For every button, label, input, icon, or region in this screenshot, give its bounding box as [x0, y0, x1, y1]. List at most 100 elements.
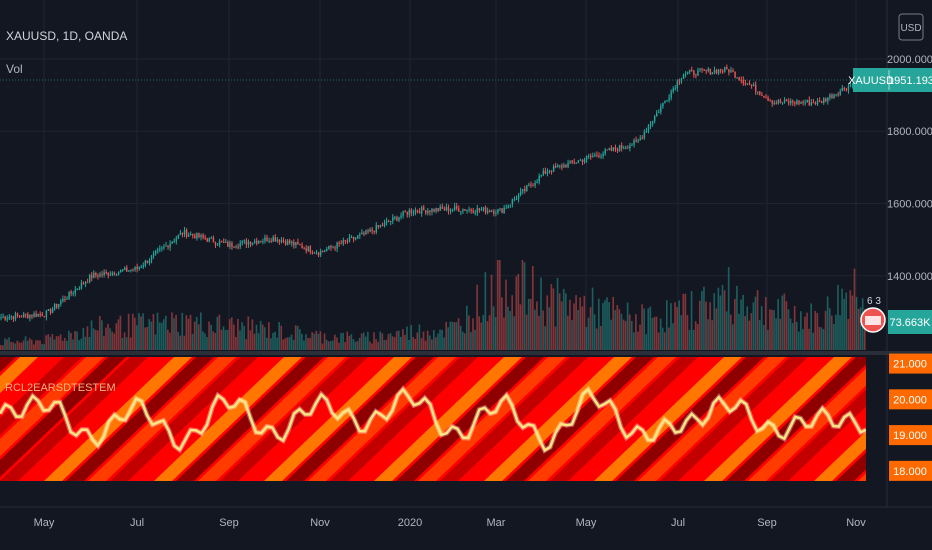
- volume-bar: [348, 335, 351, 350]
- heatmap-stripe: [594, 357, 742, 481]
- symbol-title[interactable]: XAUUSD, 1D, OANDA: [6, 29, 127, 43]
- candle-body: [132, 269, 134, 271]
- volume-bar: [197, 324, 200, 350]
- candle-body: [84, 282, 87, 284]
- volume-bar: [39, 340, 41, 350]
- candle-body: [464, 209, 466, 211]
- volume-bar: [523, 262, 526, 350]
- volume-bar: [65, 340, 68, 350]
- candle-body: [429, 210, 431, 212]
- volume-bar: [810, 303, 812, 350]
- candle-body: [691, 69, 693, 71]
- volume-bar: [841, 288, 843, 350]
- candle-body: [317, 252, 320, 256]
- candle-body: [72, 293, 74, 295]
- candle-body: [109, 274, 112, 276]
- candle-body: [8, 317, 11, 319]
- candle-body: [732, 70, 734, 72]
- candle-body: [746, 83, 749, 85]
- indicator-legend[interactable]: RCL2EARSDTESTEM: [5, 382, 116, 394]
- pane-divider[interactable]: [0, 351, 932, 355]
- volume-bar: [113, 333, 116, 350]
- volume-bar: [251, 319, 254, 350]
- candle-body: [113, 272, 116, 275]
- volume-bar: [354, 341, 357, 350]
- candle-body: [645, 131, 648, 133]
- volume-bar: [797, 331, 800, 350]
- candle-body: [431, 208, 433, 212]
- volume-bar: [445, 321, 448, 350]
- volume-bar: [208, 321, 210, 350]
- candle-body: [587, 156, 590, 158]
- volume-series: [0, 260, 866, 350]
- volume-bar: [389, 332, 392, 350]
- candle-body: [707, 68, 709, 72]
- candle-body: [441, 206, 444, 209]
- volume-bar: [10, 341, 12, 350]
- heatmap-stripe: [528, 357, 676, 481]
- volume-bar: [736, 285, 738, 350]
- candle-body: [111, 272, 114, 275]
- price-scale[interactable]: 2000.000 1800.000 1600.000 1400.000: [887, 54, 932, 283]
- candle-body: [31, 315, 33, 317]
- volume-bar: [795, 321, 798, 350]
- volume-bar: [239, 330, 241, 350]
- volume-bar: [824, 310, 827, 350]
- candle-body: [730, 70, 732, 73]
- volume-bar: [383, 340, 386, 350]
- volume-legend[interactable]: Vol: [6, 62, 23, 76]
- candle-body: [284, 241, 287, 245]
- volume-bar: [742, 294, 744, 350]
- volume-bar: [8, 337, 10, 350]
- candle-body: [173, 241, 175, 243]
- volume-bar: [740, 299, 742, 350]
- volume-bar: [835, 314, 837, 350]
- volume-bar: [70, 332, 72, 350]
- volume-bar: [422, 331, 425, 350]
- volume-bar: [600, 325, 602, 350]
- volume-bar: [344, 342, 346, 350]
- candle-body: [641, 137, 644, 139]
- candle-body: [478, 208, 481, 211]
- volume-bar: [463, 333, 466, 350]
- volume-bar: [315, 330, 318, 350]
- time-axis[interactable]: May Jul Sep Nov 2020 Mar May Jul Sep Nov: [34, 517, 867, 529]
- volume-bar: [278, 322, 281, 350]
- candle-body: [777, 100, 780, 104]
- heatmap-stripe: [330, 357, 478, 481]
- candle-body: [270, 240, 272, 242]
- candle-body: [664, 100, 666, 103]
- volume-bar: [313, 333, 316, 350]
- volume-bar: [439, 329, 441, 350]
- indicator-scale[interactable]: 21.000 20.000 19.000 18.000: [889, 353, 932, 481]
- volume-bar: [200, 312, 202, 350]
- candle-body: [470, 209, 472, 211]
- volume-value: 73.663K: [890, 317, 932, 329]
- candle-body: [194, 235, 196, 239]
- volume-bar: [558, 293, 561, 350]
- currency-button[interactable]: [898, 13, 924, 41]
- candle-body: [827, 97, 829, 102]
- candle-body: [216, 244, 219, 246]
- candle-body: [309, 246, 312, 253]
- candle-body: [134, 266, 136, 270]
- volume-bar: [830, 315, 833, 350]
- candle-body: [639, 137, 641, 141]
- volume-bar: [729, 314, 732, 350]
- candle-body: [759, 91, 761, 95]
- volume-bar: [222, 326, 225, 350]
- volume-bar: [567, 315, 569, 350]
- candle-body: [192, 234, 194, 236]
- candle-body: [843, 87, 846, 90]
- candle-body: [200, 235, 202, 238]
- candle-body: [835, 94, 837, 96]
- candle-body: [142, 265, 145, 268]
- volume-bar: [668, 327, 670, 350]
- volume-bar: [859, 307, 862, 350]
- candle-body: [225, 241, 227, 243]
- candle-body: [154, 251, 157, 254]
- volume-bar: [255, 324, 258, 350]
- candle-body: [505, 207, 507, 209]
- volume-bar: [573, 303, 575, 350]
